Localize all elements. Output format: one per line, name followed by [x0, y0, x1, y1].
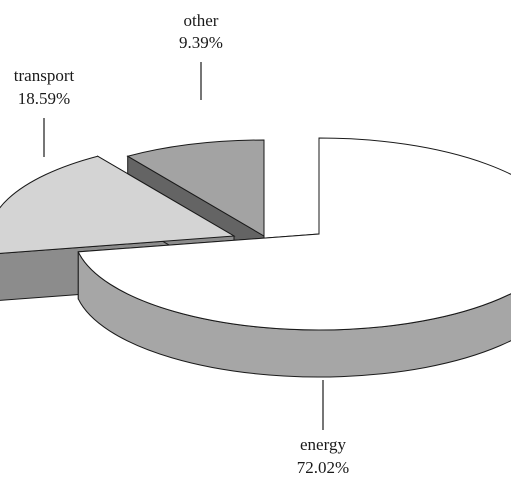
slice-top-other	[126, 139, 265, 237]
slice-top-energy	[77, 137, 511, 331]
label-other-value: 9.39%	[179, 33, 223, 52]
slice-top-transport	[0, 155, 236, 254]
label-energy-name: energy	[300, 435, 346, 454]
label-other-name: other	[184, 11, 219, 30]
label-energy-value: 72.02%	[297, 458, 349, 477]
label-transport-name: transport	[14, 66, 75, 85]
label-transport-value: 18.59%	[18, 89, 70, 108]
slice-sides	[0, 137, 511, 378]
